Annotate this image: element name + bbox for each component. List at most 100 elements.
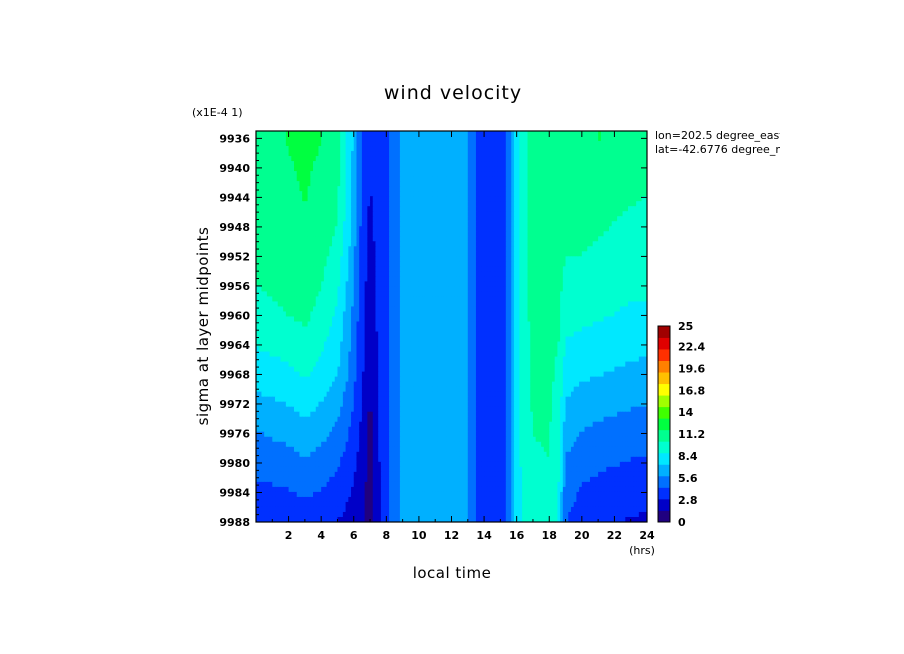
heatmap-cell: [611, 231, 616, 237]
heatmap-cell: [589, 176, 594, 182]
heatmap-cell: [497, 236, 501, 242]
heatmap-cell: [399, 156, 404, 162]
heatmap-cell: [454, 251, 458, 257]
heatmap-cell: [636, 241, 640, 247]
heatmap-cell: [543, 216, 548, 222]
heatmap-cell: [606, 146, 610, 152]
heatmap-cell: [413, 221, 417, 227]
heatmap-cell: [345, 186, 349, 192]
heatmap-cell: [291, 146, 295, 152]
heatmap-cell: [625, 136, 629, 142]
heatmap-cell: [522, 261, 526, 267]
heatmap-cell: [511, 206, 515, 212]
heatmap-cell: [595, 181, 599, 187]
heatmap-cell: [454, 276, 458, 282]
heatmap-cell: [505, 166, 510, 172]
heatmap-cell: [570, 171, 575, 177]
heatmap-cell: [519, 131, 523, 137]
heatmap-cell: [481, 226, 485, 232]
heatmap-cell: [258, 211, 263, 217]
heatmap-cell: [421, 281, 425, 287]
heatmap-cell: [443, 271, 447, 277]
heatmap-cell: [541, 151, 545, 157]
heatmap-cell: [617, 166, 621, 172]
heatmap-cell: [342, 276, 347, 282]
heatmap-cell: [617, 196, 621, 202]
heatmap-cell: [448, 206, 453, 212]
heatmap-cell: [576, 211, 580, 217]
heatmap-cell: [380, 181, 385, 187]
heatmap-cell: [470, 151, 474, 157]
heatmap-cell: [489, 176, 493, 182]
heatmap-cell: [451, 266, 455, 272]
heatmap-cell: [505, 171, 510, 177]
heatmap-cell: [380, 236, 385, 242]
heatmap-cell: [630, 251, 635, 257]
heatmap-cell: [489, 131, 493, 137]
heatmap-cell: [532, 206, 537, 212]
heatmap-cell: [321, 191, 325, 197]
heatmap-cell: [280, 231, 284, 237]
heatmap-cell: [299, 241, 303, 247]
heatmap-cell: [299, 191, 303, 197]
heatmap-cell: [399, 161, 404, 167]
heatmap-cell: [527, 181, 531, 187]
heatmap-cell: [584, 141, 588, 147]
heatmap-cell: [492, 296, 496, 303]
heatmap-cell: [443, 231, 447, 237]
heatmap-cell: [380, 166, 385, 172]
heatmap-cell: [269, 156, 273, 162]
heatmap-cell: [443, 226, 447, 232]
heatmap-cell: [630, 266, 635, 272]
heatmap-cell: [462, 236, 466, 242]
heatmap-cell: [361, 291, 366, 298]
heatmap-cell: [266, 301, 271, 308]
heatmap-cell: [378, 216, 382, 222]
heatmap-cell: [481, 261, 485, 267]
heatmap-cell: [337, 296, 341, 303]
heatmap-cell: [323, 191, 328, 197]
heatmap-cell: [454, 196, 458, 202]
heatmap-cell: [470, 171, 474, 177]
heatmap-cell: [416, 291, 420, 298]
heatmap-cell: [614, 246, 618, 252]
heatmap-cell: [617, 246, 621, 252]
heatmap-cell: [587, 251, 591, 257]
heatmap-cell: [443, 241, 447, 247]
heatmap-cell: [421, 151, 425, 157]
heatmap-cell: [258, 236, 263, 242]
heatmap-cell: [443, 161, 447, 167]
heatmap-cell: [573, 171, 578, 177]
heatmap-cell: [535, 241, 539, 247]
heatmap-cell: [261, 206, 265, 212]
heatmap-cell: [310, 231, 314, 237]
heatmap-cell: [383, 281, 387, 287]
heatmap-cell: [611, 141, 616, 147]
heatmap-cell: [304, 221, 309, 227]
heatmap-cell: [302, 281, 306, 287]
heatmap-cell: [549, 171, 553, 177]
heatmap-cell: [595, 246, 599, 252]
heatmap-cell: [307, 196, 311, 202]
heatmap-cell: [606, 141, 610, 147]
heatmap-cell: [587, 196, 591, 202]
heatmap-cell: [600, 156, 605, 162]
heatmap-cell: [432, 266, 436, 272]
heatmap-cell: [619, 176, 624, 182]
heatmap-cell: [408, 146, 412, 152]
heatmap-cell: [353, 296, 358, 303]
heatmap-cell: [408, 226, 412, 232]
heatmap-cell: [598, 161, 602, 167]
heatmap-cell: [302, 271, 306, 277]
heatmap-cell: [581, 256, 586, 262]
heatmap-cell: [418, 156, 423, 162]
heatmap-cell: [475, 141, 480, 147]
heatmap-cell: [413, 166, 417, 172]
heatmap-cell: [397, 251, 401, 257]
heatmap-cell: [413, 176, 417, 182]
heatmap-cell: [603, 276, 607, 282]
heatmap-cell: [454, 281, 458, 287]
heatmap-cell: [299, 216, 303, 222]
heatmap-cell: [522, 221, 526, 227]
heatmap-cell: [285, 196, 290, 202]
